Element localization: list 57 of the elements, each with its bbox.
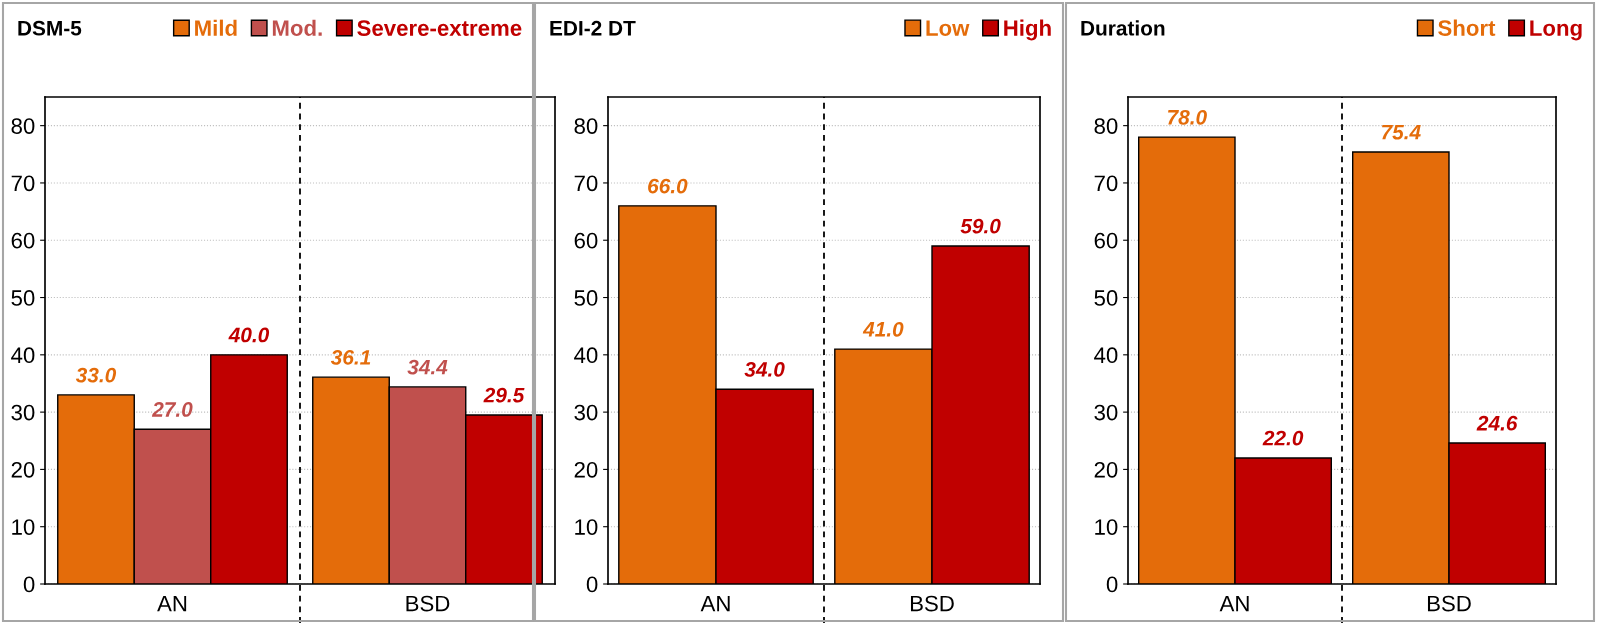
data-label: 29.5 [483, 387, 525, 403]
data-label: 41.0 [862, 321, 904, 337]
y-tick-label: 10 [12, 519, 35, 535]
y-tick-label: 60 [574, 232, 598, 249]
y-tick-label: 0 [23, 576, 35, 593]
legend-label: Low [926, 20, 970, 36]
legend-label: Mod. [272, 19, 322, 36]
y-tick-label: 50 [574, 290, 598, 306]
chart-title: DSM-5 [18, 20, 82, 36]
chart-title: EDI-2 DT [550, 20, 636, 36]
y-tick-label: 0 [586, 576, 598, 593]
y-tick-label: 70 [1094, 175, 1118, 192]
legend-label: Long [1530, 20, 1582, 41]
data-label: 66.0 [648, 178, 688, 194]
y-tick-label: 40 [11, 347, 35, 364]
legend-label: Short [1438, 19, 1496, 36]
legend-label: Mild [195, 19, 237, 36]
y-tick-label: 20 [574, 461, 598, 478]
y-tick-label: 10 [575, 519, 598, 535]
y-tick-label: 20 [11, 461, 35, 478]
data-label: 78.0 [1168, 109, 1207, 125]
y-tick-label: 40 [1094, 347, 1118, 364]
y-tick-label: 60 [11, 232, 35, 249]
chart-title: Duration [1081, 20, 1165, 36]
y-tick-label: 70 [574, 175, 598, 192]
x-tick-label: AN [700, 595, 730, 612]
y-tick-label: 50 [1094, 290, 1118, 306]
data-label: 36.1 [330, 349, 371, 365]
y-tick-label: 20 [1094, 461, 1118, 478]
y-tick-label: 10 [1095, 519, 1118, 535]
y-tick-label: 30 [11, 404, 35, 421]
data-label: 75.4 [1382, 125, 1421, 140]
x-tick-label: AN [157, 595, 187, 612]
y-tick-label: 0 [1106, 576, 1118, 593]
data-label: 59.0 [960, 218, 1001, 234]
data-label: 27.0 [151, 402, 193, 417]
y-tick-label: 80 [574, 118, 598, 134]
y-tick-label: 80 [1094, 118, 1118, 134]
data-label: 22.0 [1262, 430, 1304, 446]
y-tick-label: 30 [1094, 404, 1118, 421]
y-tick-label: 60 [1094, 232, 1118, 249]
legend-label: Severe-extreme [357, 20, 522, 36]
y-tick-label: 70 [11, 175, 35, 192]
y-tick-label: 30 [574, 404, 598, 421]
data-label: 34.0 [744, 362, 785, 377]
x-tick-label: AN [1219, 595, 1249, 612]
y-tick-label: 40 [574, 347, 598, 364]
data-label: 34.4 [407, 359, 448, 375]
x-tick-label: BSD [1427, 595, 1471, 612]
x-tick-label: BSD [910, 595, 954, 612]
data-label: 24.6 [1476, 415, 1518, 431]
data-label: 40.0 [228, 327, 270, 343]
legend-label: High [1004, 19, 1051, 41]
data-label: 33.0 [75, 367, 117, 383]
y-tick-label: 80 [11, 118, 35, 134]
y-tick-label: 50 [11, 290, 35, 306]
x-tick-label: BSD [406, 595, 450, 612]
